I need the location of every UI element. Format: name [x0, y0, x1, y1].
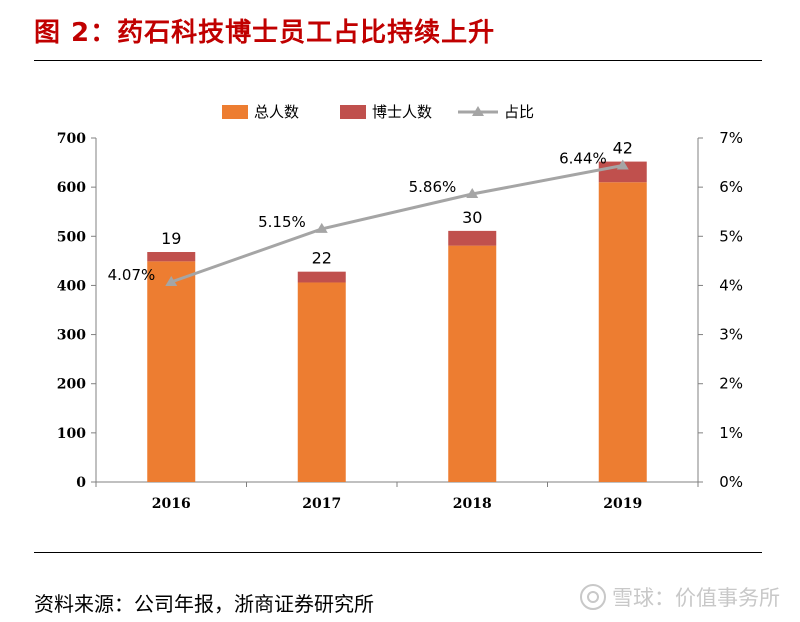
legend: 总人数 博士人数 占比 [222, 103, 534, 121]
bottom-rule [34, 552, 762, 553]
ratio-line [165, 159, 629, 286]
axes: 0 100 200 300 400 500 600 700 0% 1% 2% 3% 4% 5% 6% 7% 20… [57, 129, 743, 512]
y-tick-right-label: 2% [719, 375, 743, 393]
bar-phd-staff [147, 252, 196, 262]
ratio-point-marker [315, 222, 328, 233]
ratio-point-marker [616, 159, 629, 170]
y-tick-left-label: 600 [57, 180, 86, 196]
legend-swatch [222, 105, 248, 119]
y-tick-right-label: 1% [719, 424, 743, 442]
snowball-logo-icon [580, 584, 606, 610]
x-tick-label: 2017 [302, 496, 341, 512]
y-tick-right-label: 3% [719, 326, 743, 344]
x-tick-label: 2019 [603, 496, 642, 512]
bar-phd-staff [297, 271, 346, 283]
y-tick-right-label: 5% [719, 227, 743, 245]
top-rule [34, 60, 762, 61]
y-tick-left-label: 200 [57, 377, 86, 393]
chart: 总人数 博士人数 占比 0 100 200 300 400 500 600 700 0% 1% 2% 3%… [57, 103, 743, 512]
bars [147, 161, 647, 482]
bar-phd-staff [448, 230, 497, 246]
bar-total-staff [598, 182, 647, 482]
legend-label: 博士人数 [372, 103, 432, 121]
y-tick-right-label: 4% [719, 276, 743, 294]
ratio-point-marker [466, 188, 479, 199]
y-tick-left-label: 300 [57, 328, 86, 344]
y-tick-right-label: 7% [719, 129, 743, 147]
legend-swatch [340, 105, 366, 119]
legend-label: 占比 [504, 103, 534, 121]
bar-total-staff [147, 261, 196, 482]
watermark-text: 雪球：价值事务所 [612, 586, 780, 610]
figure-title: 图 2：药石科技博士员工占比持续上升 [34, 18, 496, 48]
bar-value-label: 30 [462, 208, 482, 227]
bar-total-staff [448, 245, 497, 482]
ratio-value-label: 4.07% [108, 266, 156, 284]
bar-total-staff [297, 282, 346, 482]
ratio-point-marker [165, 275, 178, 286]
y-tick-left-label: 400 [57, 278, 86, 294]
x-tick-label: 2016 [152, 496, 191, 512]
legend-label: 总人数 [254, 103, 299, 121]
x-tick-label: 2018 [453, 496, 492, 512]
ratio-value-label: 5.86% [409, 178, 457, 196]
bar-value-label: 22 [312, 249, 332, 268]
ratio-value-label: 6.44% [559, 150, 607, 168]
y-tick-right-label: 0% [719, 473, 743, 491]
ratio-value-label: 5.15% [258, 213, 306, 231]
bar-value-label: 42 [613, 139, 633, 158]
y-tick-left-label: 0 [76, 475, 86, 491]
y-tick-left-label: 500 [57, 229, 86, 245]
y-tick-right-label: 6% [719, 178, 743, 196]
legend-marker [472, 106, 484, 116]
y-tick-left-label: 100 [57, 426, 86, 442]
bar-value-label: 19 [161, 229, 181, 248]
source-note: 资料来源：公司年报，浙商证券研究所 [34, 592, 374, 616]
y-tick-left-label: 700 [57, 131, 86, 147]
ratio-line-path [170, 164, 624, 284]
watermark: 雪球：价值事务所 [580, 582, 780, 612]
data-labels: 19 22 30 42 4.07% 5.15% 5.86% 6.44% [108, 139, 633, 284]
